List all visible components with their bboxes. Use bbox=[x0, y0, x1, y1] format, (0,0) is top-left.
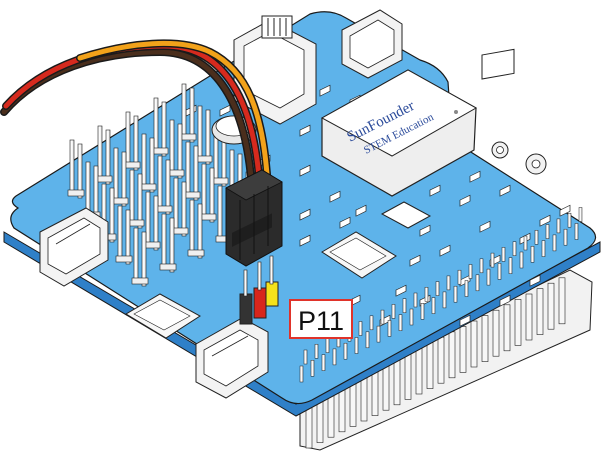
signal-header bbox=[239, 255, 279, 325]
header-red bbox=[253, 287, 267, 319]
header-black bbox=[239, 293, 253, 325]
header-pin bbox=[131, 227, 149, 287]
jst-connector-top bbox=[341, 9, 403, 79]
chip-small bbox=[380, 201, 432, 229]
pin-label-text: P11 bbox=[298, 306, 344, 336]
header-pin bbox=[183, 141, 201, 201]
jst-connector-bottom bbox=[195, 317, 269, 399]
header-pin bbox=[179, 83, 197, 143]
chip-left bbox=[125, 293, 201, 339]
push-button-2 bbox=[525, 153, 547, 175]
bottom-pin-header bbox=[299, 269, 593, 451]
header-pin bbox=[143, 191, 161, 251]
jst-connector-left bbox=[39, 207, 109, 287]
header-pin bbox=[67, 139, 85, 199]
header-yellow bbox=[265, 281, 279, 307]
header-pin bbox=[155, 155, 173, 215]
wifi-module: SunFounder STEM Education bbox=[320, 69, 478, 197]
push-button-1 bbox=[481, 48, 515, 159]
chip-center bbox=[321, 231, 397, 279]
dupont-connector bbox=[225, 169, 283, 267]
header-pin bbox=[115, 205, 133, 265]
pin-label-box: P11 bbox=[289, 299, 353, 339]
header-pin bbox=[187, 199, 205, 259]
header-pin bbox=[159, 213, 177, 273]
header-pin bbox=[95, 125, 113, 185]
header-pin bbox=[171, 177, 189, 237]
header-pin bbox=[167, 119, 185, 179]
header-pin bbox=[199, 163, 217, 223]
servo-cable bbox=[0, 39, 272, 194]
